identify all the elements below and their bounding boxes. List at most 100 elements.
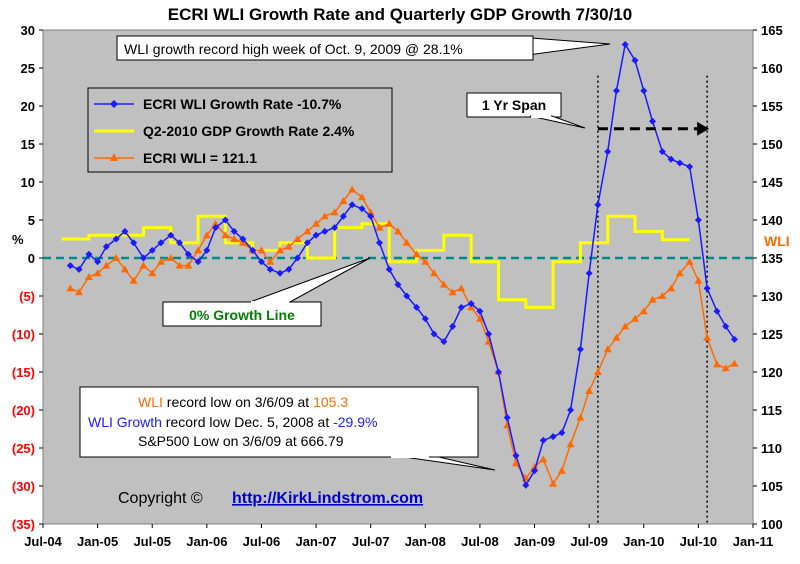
copyright-text: Copyright © — [118, 490, 203, 507]
wli-growth-point — [358, 205, 366, 213]
wli-point — [412, 250, 421, 258]
left-tick-label: 30 — [21, 23, 35, 38]
legend-marker-diamond — [110, 100, 118, 108]
series-gdp — [61, 214, 690, 309]
x-tick-label: Jul-07 — [352, 534, 390, 549]
wli-growth-point — [686, 163, 694, 171]
wli-growth-point — [294, 254, 302, 262]
right-axis-label: WLI — [764, 233, 790, 249]
wli-growth-point — [94, 258, 102, 266]
wli-point — [66, 284, 75, 292]
wli-growth-point — [75, 265, 83, 273]
wli-point — [730, 359, 739, 367]
wli-growth-point — [549, 433, 557, 441]
left-tick-label: (30) — [12, 479, 35, 494]
x-tick-label: Jul-04 — [24, 534, 62, 549]
legend-label-wli-growth: ECRI WLI Growth Rate -10.7% — [143, 96, 342, 112]
wli-growth-point — [503, 414, 511, 422]
right-tick-label: 155 — [761, 99, 783, 114]
wli-growth-point — [184, 250, 192, 258]
wli-point — [621, 322, 630, 330]
wli-point — [402, 238, 411, 246]
wli-growth-point — [576, 345, 584, 353]
gdp-line — [61, 214, 690, 309]
sp500-low-text: S&P500 Low on 3/6/09 at 666.79 — [138, 433, 344, 449]
wli-point — [648, 295, 657, 303]
wli-point — [112, 254, 121, 261]
left-tick-label: (35) — [12, 517, 35, 532]
span-label: 1 Yr Span — [482, 97, 546, 113]
wli-point — [612, 333, 621, 341]
wli-point — [84, 273, 93, 280]
left-axis: 30 25 20 15 10 5 0 (5) (10) (15) (20) (25) (30) (35) — [12, 23, 43, 532]
wli-point — [430, 269, 439, 277]
zero-line-label: 0% Growth Line — [189, 307, 295, 323]
wli-growth-point — [394, 281, 402, 289]
wli-growth-point — [485, 330, 493, 338]
left-tick-label: (20) — [12, 403, 35, 418]
x-tick-label: Jul-10 — [680, 534, 718, 549]
copyright-link[interactable]: http://KirkLindstrom.com — [232, 490, 423, 507]
legend-label-wli: ECRI WLI = 121.1 — [143, 150, 257, 166]
wli-point — [421, 257, 430, 265]
left-tick-label: 25 — [21, 61, 35, 76]
wli-point — [320, 212, 329, 220]
wli-growth-point — [640, 87, 648, 95]
wli-point — [266, 257, 275, 265]
wli-growth-point — [385, 265, 393, 273]
series-wli — [66, 185, 739, 487]
x-tick-label: Jan-07 — [295, 534, 336, 549]
x-tick-label: Jan-06 — [186, 534, 227, 549]
wli-growth-point — [121, 227, 129, 235]
wli-point — [102, 261, 111, 269]
left-axis-label: % — [12, 232, 24, 247]
wli-low-text: WLI record low on 3/6/09 at 105.3 — [138, 394, 348, 410]
left-tick-label: 10 — [21, 175, 35, 190]
x-tick-label: Jan-10 — [623, 534, 664, 549]
wli-growth-point — [66, 262, 74, 270]
x-tick-label: Jan-11 — [733, 534, 773, 549]
wli-growth-point — [467, 300, 475, 308]
wli-growth-point — [722, 322, 730, 330]
wli-growth-point — [176, 239, 184, 247]
wli-growth-point — [512, 452, 520, 460]
left-tick-label: (15) — [12, 365, 35, 380]
wli-growth-point — [421, 315, 429, 323]
wli-growth-point — [612, 87, 620, 95]
wli-point — [284, 242, 293, 250]
left-tick-label: (5) — [19, 289, 35, 304]
wli-point — [211, 219, 220, 227]
wli-growth-point — [539, 436, 547, 444]
wli-growth-point — [667, 155, 675, 163]
wli-point — [194, 246, 203, 254]
wli-growth-point — [730, 335, 738, 343]
wli-growth-point — [621, 40, 629, 48]
wli-point — [184, 261, 193, 269]
legend-marker-triangle — [110, 153, 118, 161]
span-arrow-head — [697, 121, 710, 136]
wli-growth-point — [658, 148, 666, 156]
wli-point — [202, 231, 211, 239]
wli-point — [148, 269, 157, 277]
right-tick-label: 130 — [761, 289, 783, 304]
wli-growth-point — [249, 246, 257, 254]
wli-growth-point — [403, 292, 411, 300]
left-tick-label: 20 — [21, 99, 35, 114]
wli-point — [375, 223, 384, 231]
x-tick-label: Jul-09 — [570, 534, 608, 549]
x-tick-label: Jul-08 — [461, 534, 499, 549]
wli-growth-point — [285, 265, 293, 273]
wli-growth-point — [567, 406, 575, 414]
wli-growth-point — [348, 201, 356, 209]
wli-point — [394, 227, 402, 235]
wli-growth-point — [531, 467, 539, 475]
right-tick-label: 105 — [761, 479, 783, 494]
wli-point — [156, 257, 165, 265]
wli-point — [348, 185, 357, 193]
wli-growth-point — [375, 239, 383, 247]
wli-growth-point — [631, 56, 639, 64]
wli-growth-point — [558, 429, 566, 437]
right-tick-label: 115 — [761, 403, 782, 418]
wli-point — [603, 345, 612, 353]
wli-point — [721, 364, 730, 372]
